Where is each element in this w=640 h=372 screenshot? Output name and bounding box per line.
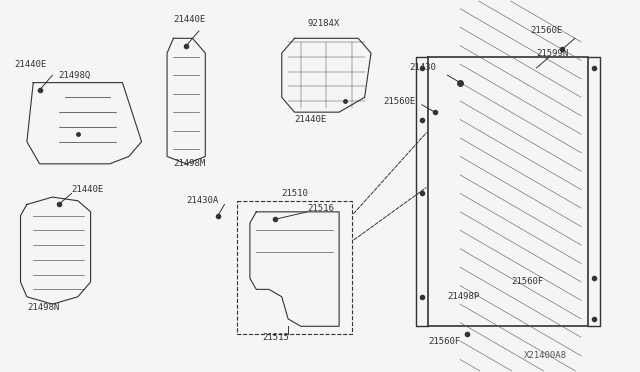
- Text: 21516: 21516: [307, 203, 334, 213]
- Text: 21560F: 21560F: [511, 278, 543, 286]
- Text: 92184X: 92184X: [307, 19, 339, 28]
- Text: 21430A: 21430A: [186, 196, 218, 205]
- Text: 21560F: 21560F: [428, 337, 461, 346]
- Text: 21440E: 21440E: [14, 60, 46, 69]
- Text: 21599N: 21599N: [537, 49, 569, 58]
- Text: 21515: 21515: [262, 333, 289, 342]
- Text: 21560E: 21560E: [531, 26, 563, 35]
- Text: 21498N: 21498N: [27, 303, 59, 312]
- Text: 21498P: 21498P: [447, 292, 480, 301]
- Text: X21400A8: X21400A8: [524, 351, 567, 360]
- Text: 21510: 21510: [282, 189, 308, 198]
- Text: 21498Q: 21498Q: [59, 71, 91, 80]
- Text: 21440E: 21440E: [294, 115, 327, 124]
- Text: 21440E: 21440E: [173, 15, 205, 24]
- Text: 21498M: 21498M: [173, 159, 205, 169]
- Text: 21430: 21430: [409, 63, 436, 72]
- Text: 21560E: 21560E: [384, 97, 416, 106]
- Text: 21440E: 21440E: [72, 185, 104, 194]
